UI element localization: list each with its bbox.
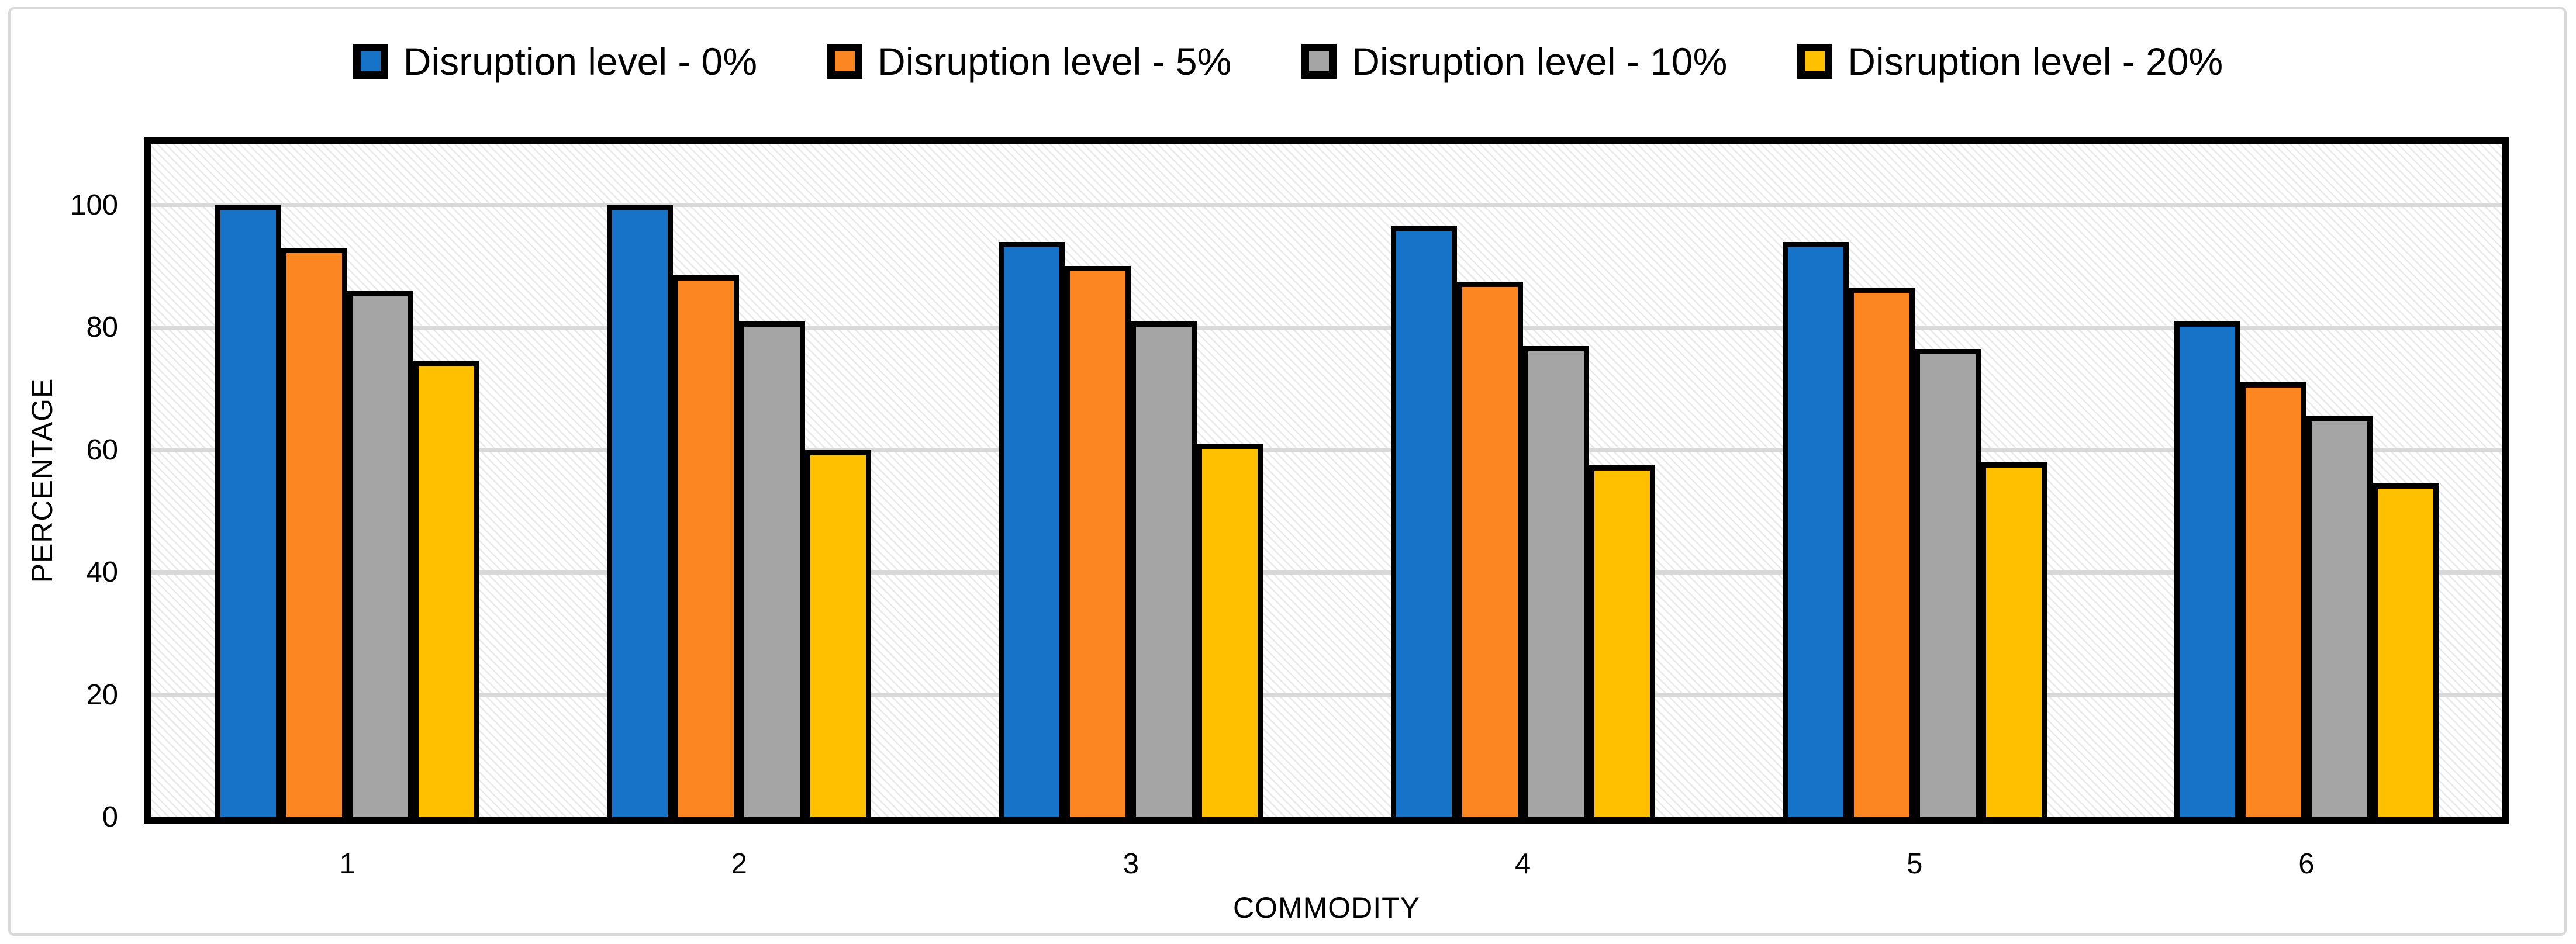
y-axis-tick-labels: 0 20 40 60 80 100 xyxy=(0,0,118,944)
bar-series2-cat5 xyxy=(1914,348,1981,817)
bar-series1-cat1 xyxy=(281,248,348,817)
x-tick-label-5: 5 xyxy=(1907,848,1923,880)
bar-series1-cat2 xyxy=(673,275,740,817)
bar-series3-cat3 xyxy=(1197,444,1263,817)
y-tick-label-40: 40 xyxy=(86,556,118,589)
bar-series3-cat4 xyxy=(1589,465,1655,817)
x-tick-label-2: 2 xyxy=(731,848,747,880)
y-tick-label-60: 60 xyxy=(86,434,118,466)
bar-series1-cat5 xyxy=(1848,288,1915,817)
y-tick-label-20: 20 xyxy=(86,679,118,711)
gridline-80 xyxy=(151,325,2502,330)
bar-series2-cat2 xyxy=(739,321,806,817)
bar-series1-cat4 xyxy=(1456,281,1523,817)
bars-layer xyxy=(151,144,2502,817)
legend-label: Disruption level - 20% xyxy=(1848,40,2223,83)
gridline-100 xyxy=(151,203,2502,208)
legend-item-1: Disruption level - 5% xyxy=(827,42,1231,81)
legend-label: Disruption level - 5% xyxy=(878,40,1232,83)
x-axis-title: COMMODITY xyxy=(1232,891,1421,924)
legend-swatch-icon xyxy=(1797,44,1833,79)
legend-label: Disruption level - 10% xyxy=(1352,40,1728,83)
legend-swatch-icon xyxy=(353,44,388,79)
bar-series3-cat1 xyxy=(413,361,480,817)
gridline-20 xyxy=(151,693,2502,697)
x-tick-label-1: 1 xyxy=(339,848,355,880)
y-tick-label-0: 0 xyxy=(102,801,118,833)
bar-series0-cat1 xyxy=(215,205,282,817)
legend-item-2: Disruption level - 10% xyxy=(1301,42,1727,81)
y-tick-label-80: 80 xyxy=(86,312,118,344)
gridline-60 xyxy=(151,448,2502,452)
legend-label: Disruption level - 0% xyxy=(403,40,758,83)
bar-series2-cat6 xyxy=(2306,416,2373,817)
bar-series1-cat6 xyxy=(2240,382,2306,817)
bar-series0-cat4 xyxy=(1390,226,1457,817)
x-tick-label-4: 4 xyxy=(1514,848,1531,880)
bar-series3-cat6 xyxy=(2372,483,2439,817)
bar-series2-cat1 xyxy=(347,291,414,817)
legend-item-0: Disruption level - 0% xyxy=(353,42,757,81)
gridline-40 xyxy=(151,570,2502,575)
bar-series0-cat5 xyxy=(1782,241,1849,817)
bar-series3-cat2 xyxy=(805,449,872,817)
legend-item-3: Disruption level - 20% xyxy=(1797,42,2223,81)
gridlines-layer xyxy=(151,144,2502,817)
y-tick-label-100: 100 xyxy=(70,189,118,221)
plot-area xyxy=(144,137,2509,824)
bar-series0-cat6 xyxy=(2174,321,2240,817)
x-tick-label-3: 3 xyxy=(1123,848,1139,880)
bar-series2-cat4 xyxy=(1522,345,1589,817)
bar-series3-cat5 xyxy=(1980,462,2047,817)
legend: Disruption level - 0% Disruption level - … xyxy=(0,42,2576,81)
x-axis-tick-labels: 1 2 3 4 5 6 xyxy=(0,846,2576,887)
x-tick-label-6: 6 xyxy=(2298,848,2315,880)
legend-swatch-icon xyxy=(1301,44,1337,79)
bar-series0-cat3 xyxy=(999,241,1065,817)
bar-series0-cat2 xyxy=(607,205,674,817)
bar-series2-cat3 xyxy=(1131,321,1197,817)
bar-series1-cat3 xyxy=(1065,266,1131,817)
legend-swatch-icon xyxy=(827,44,863,79)
